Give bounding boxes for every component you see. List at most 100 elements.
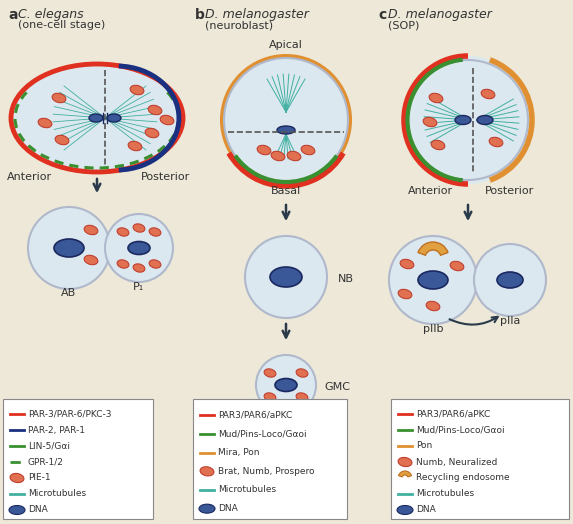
Ellipse shape: [271, 151, 285, 161]
Ellipse shape: [133, 224, 145, 232]
Ellipse shape: [245, 236, 327, 318]
Ellipse shape: [455, 115, 471, 125]
Ellipse shape: [450, 261, 464, 271]
Text: D. melanogaster: D. melanogaster: [205, 8, 309, 21]
Ellipse shape: [397, 506, 413, 515]
Text: (one-cell stage): (one-cell stage): [18, 20, 105, 30]
Text: b: b: [195, 8, 205, 22]
Ellipse shape: [28, 207, 110, 289]
Ellipse shape: [9, 506, 25, 515]
Ellipse shape: [84, 255, 98, 265]
Ellipse shape: [84, 225, 98, 235]
Text: Mud/Pins-Loco/Gαoi: Mud/Pins-Loco/Gαoi: [416, 425, 505, 434]
Ellipse shape: [404, 56, 532, 184]
Text: PAR3/PAR6/aPKC: PAR3/PAR6/aPKC: [416, 409, 490, 419]
Ellipse shape: [133, 264, 145, 272]
Text: Brat, Numb, Prospero: Brat, Numb, Prospero: [218, 467, 315, 476]
Ellipse shape: [107, 114, 121, 122]
Text: LIN-5/Gαi: LIN-5/Gαi: [28, 442, 70, 451]
Wedge shape: [398, 471, 411, 477]
Ellipse shape: [418, 271, 448, 289]
Ellipse shape: [200, 467, 214, 476]
Ellipse shape: [224, 58, 348, 182]
Text: D. melanogaster: D. melanogaster: [388, 8, 492, 21]
Ellipse shape: [489, 137, 503, 147]
Ellipse shape: [11, 64, 183, 172]
Ellipse shape: [220, 54, 352, 186]
Ellipse shape: [256, 355, 316, 415]
Text: Posterior: Posterior: [140, 172, 190, 182]
Ellipse shape: [148, 105, 162, 115]
Ellipse shape: [408, 60, 528, 180]
Ellipse shape: [275, 378, 297, 391]
FancyBboxPatch shape: [391, 399, 569, 519]
Ellipse shape: [149, 260, 161, 268]
Ellipse shape: [296, 393, 308, 401]
Text: Numb, Neuralized: Numb, Neuralized: [416, 457, 497, 466]
Text: DNA: DNA: [218, 504, 238, 513]
Text: Microtubules: Microtubules: [416, 489, 474, 498]
Text: C. elegans: C. elegans: [18, 8, 84, 21]
Text: Basal: Basal: [271, 186, 301, 196]
Ellipse shape: [55, 135, 69, 145]
Ellipse shape: [145, 128, 159, 138]
Ellipse shape: [257, 145, 271, 155]
Ellipse shape: [52, 93, 66, 103]
Ellipse shape: [199, 504, 215, 513]
Ellipse shape: [301, 145, 315, 155]
Text: (neuroblast): (neuroblast): [205, 20, 273, 30]
Ellipse shape: [398, 457, 412, 466]
Ellipse shape: [426, 301, 440, 311]
Ellipse shape: [389, 236, 477, 324]
Ellipse shape: [89, 114, 103, 122]
Text: Anterior: Anterior: [407, 186, 453, 196]
Ellipse shape: [477, 115, 493, 125]
Text: PAR-2, PAR-1: PAR-2, PAR-1: [28, 425, 85, 434]
Ellipse shape: [277, 126, 295, 134]
Ellipse shape: [481, 89, 495, 99]
Ellipse shape: [398, 289, 412, 299]
Ellipse shape: [160, 115, 174, 125]
Ellipse shape: [117, 228, 129, 236]
Text: DNA: DNA: [28, 506, 48, 515]
Text: Microtubules: Microtubules: [218, 486, 276, 495]
Ellipse shape: [128, 242, 150, 255]
Ellipse shape: [296, 369, 308, 377]
Text: DNA: DNA: [416, 506, 435, 515]
Ellipse shape: [264, 393, 276, 401]
Text: AB: AB: [61, 288, 77, 298]
Ellipse shape: [10, 473, 24, 483]
Text: GPR-1/2: GPR-1/2: [28, 457, 64, 466]
Ellipse shape: [423, 117, 437, 127]
Text: GMC: GMC: [324, 382, 350, 392]
Text: PIE-1: PIE-1: [28, 474, 50, 483]
Ellipse shape: [497, 272, 523, 288]
Text: Anterior: Anterior: [6, 172, 52, 182]
Ellipse shape: [149, 228, 161, 236]
Text: NB: NB: [338, 274, 354, 284]
Text: Microtubules: Microtubules: [28, 489, 86, 498]
Ellipse shape: [400, 259, 414, 269]
Text: a: a: [8, 8, 18, 22]
Wedge shape: [418, 242, 448, 255]
Text: PAR-3/PAR-6/PKC-3: PAR-3/PAR-6/PKC-3: [28, 409, 112, 419]
Text: Recycling endosome: Recycling endosome: [416, 474, 509, 483]
Text: Mira, Pon: Mira, Pon: [218, 448, 260, 457]
Ellipse shape: [128, 141, 142, 151]
Text: pIIb: pIIb: [423, 324, 444, 334]
Ellipse shape: [429, 93, 443, 103]
Text: PAR3/PAR6/aPKC: PAR3/PAR6/aPKC: [218, 411, 292, 420]
Text: Mud/Pins-Loco/Gαoi: Mud/Pins-Loco/Gαoi: [218, 430, 307, 439]
FancyBboxPatch shape: [193, 399, 347, 519]
Ellipse shape: [117, 260, 129, 268]
Ellipse shape: [474, 244, 546, 316]
Text: Pon: Pon: [416, 442, 432, 451]
Text: Posterior: Posterior: [485, 186, 535, 196]
Text: pIIa: pIIa: [500, 316, 520, 326]
Text: Apical: Apical: [269, 40, 303, 50]
Ellipse shape: [38, 118, 52, 128]
Text: c: c: [378, 8, 386, 22]
Text: (SOP): (SOP): [388, 20, 419, 30]
Ellipse shape: [287, 151, 301, 161]
Ellipse shape: [130, 85, 144, 95]
